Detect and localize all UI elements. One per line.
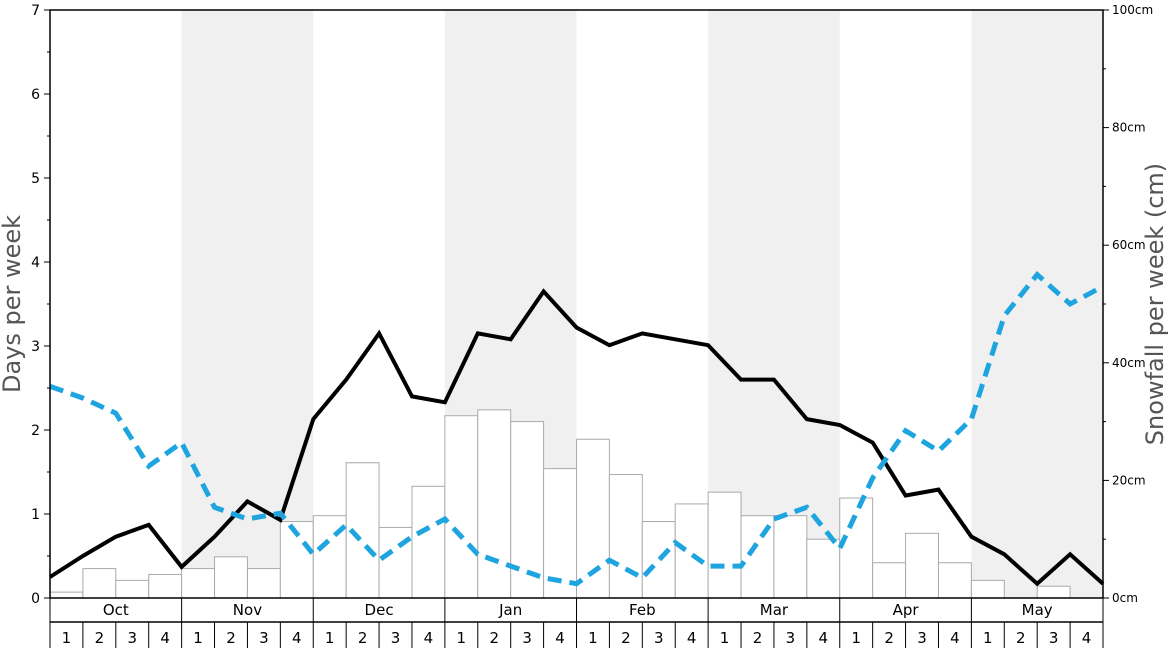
month-axis: Oct Nov Dec Jan Feb Mar Apr May: [49, 598, 1104, 623]
week-label: 3: [522, 629, 532, 647]
left-tick-label: 7: [31, 3, 40, 19]
week-label: 1: [983, 629, 993, 647]
week-label: 3: [786, 629, 796, 647]
snowfall-bar: [49, 591, 84, 599]
week-label: 4: [819, 629, 829, 647]
snowfall-bar: [181, 568, 216, 599]
snowfall-bar: [1036, 585, 1071, 599]
week-label: 1: [720, 629, 730, 647]
week-label: 4: [160, 629, 170, 647]
month-label-oct: Oct: [103, 601, 129, 619]
snowfall-bar: [115, 579, 150, 599]
month-band-nov: [181, 10, 314, 598]
snowfall-bar: [148, 573, 183, 599]
week-label: 1: [457, 629, 467, 647]
solid-line-series: [48, 288, 1105, 587]
week-label: 1: [62, 629, 72, 647]
snowfall-bar: [674, 503, 709, 599]
month-label-feb: Feb: [629, 601, 656, 619]
right-tick-label: 0cm: [1112, 591, 1138, 605]
week-label: 2: [621, 629, 631, 647]
week-label: 1: [588, 629, 598, 647]
snowfall-bar: [806, 538, 841, 599]
left-tick-label: 3: [31, 339, 40, 355]
left-axis-label: Days per week: [0, 215, 26, 393]
snowfall-bar: [477, 409, 512, 599]
snowfall-bars: [49, 409, 1071, 599]
week-label: 2: [884, 629, 894, 647]
week-label: 2: [1016, 629, 1026, 647]
snowfall-bar: [872, 562, 907, 599]
week-label: 4: [555, 629, 565, 647]
month-label-may: May: [1022, 601, 1053, 619]
week-label: 2: [753, 629, 763, 647]
snowfall-bar: [641, 521, 676, 599]
day-lines: [48, 270, 1105, 587]
week-label: 4: [1082, 629, 1092, 647]
left-tick-label: 1: [31, 507, 40, 523]
left-tick-label: 2: [31, 423, 40, 439]
week-label: 3: [654, 629, 664, 647]
week-label: 3: [259, 629, 269, 647]
snowfall-bar: [707, 491, 742, 599]
snowfall-bar: [740, 515, 775, 599]
snowfall-bar: [608, 474, 643, 599]
snowfall-bar: [214, 556, 248, 599]
left-tick-label: 6: [31, 87, 40, 103]
week-label: 4: [424, 629, 434, 647]
week-label: 3: [917, 629, 927, 647]
week-label: 1: [851, 629, 861, 647]
right-tick-label: 80cm: [1112, 121, 1146, 135]
week-axis: 1 2 3 4 1 2 3 4 1 2 3 4 1 2 3 4 1 2 3 4 1 2 3 4 1 2 3 4 1 2 3 4: [49, 622, 1104, 648]
snowfall-bar: [970, 579, 1005, 599]
snowfall-bar: [82, 568, 117, 599]
right-axis-label: Snowfall per week (cm): [1141, 163, 1168, 445]
snowfall-bar: [246, 568, 281, 599]
snowfall-bar: [937, 562, 972, 599]
month-label-mar: Mar: [760, 601, 789, 619]
snowfall-bar: [444, 415, 479, 599]
month-label-dec: Dec: [365, 601, 394, 619]
week-label: 1: [193, 629, 203, 647]
week-label: 2: [226, 629, 236, 647]
snowfall-bar: [773, 515, 808, 599]
week-label: 3: [127, 629, 137, 647]
week-label: 4: [292, 629, 302, 647]
left-tick-label: 0: [31, 591, 40, 607]
snowfall-bar: [839, 497, 874, 599]
week-label: 3: [391, 629, 401, 647]
right-tick-label: 40cm: [1112, 356, 1146, 370]
snowfall-bar: [411, 485, 446, 599]
month-label-nov: Nov: [233, 601, 262, 619]
month-label-apr: Apr: [893, 601, 920, 619]
week-label: 3: [1049, 629, 1059, 647]
week-label: 2: [95, 629, 105, 647]
week-label: 4: [950, 629, 960, 647]
week-label: 1: [325, 629, 335, 647]
right-tick-label: 60cm: [1112, 238, 1146, 252]
right-tick-label: 100cm: [1112, 3, 1153, 17]
snowfall-bar: [905, 532, 939, 599]
month-band-may: [971, 10, 1103, 598]
dashed-line-series: [49, 270, 1105, 587]
left-tick-label: 4: [31, 255, 40, 271]
week-label: 2: [489, 629, 499, 647]
week-label: 4: [687, 629, 697, 647]
right-tick-label: 20cm: [1112, 473, 1146, 487]
left-tick-label: 5: [31, 171, 40, 187]
week-label: 2: [358, 629, 368, 647]
axis-ticks: 0 1 2 3 4 5 6 7 0cm 20cm 40cm 60cm 80cm 100cm: [31, 3, 1153, 607]
month-label-jan: Jan: [498, 601, 522, 619]
